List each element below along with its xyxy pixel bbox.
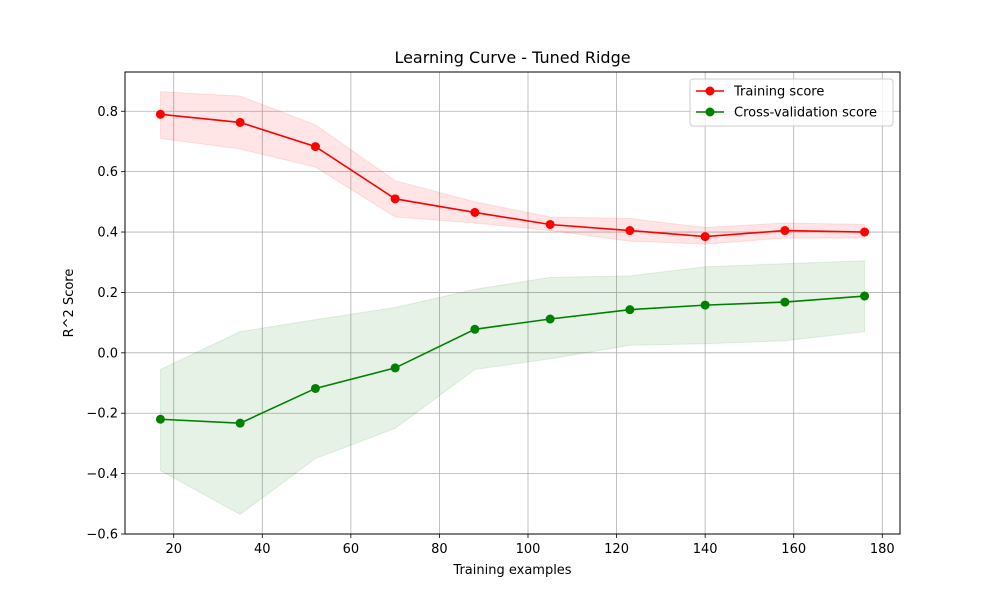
- y-tick-label: −0.4: [86, 467, 118, 482]
- series-0-point: [625, 226, 635, 236]
- y-tick-label: 0.2: [97, 286, 118, 301]
- series-1-point: [470, 324, 480, 334]
- chart-title: Learning Curve - Tuned Ridge: [394, 48, 630, 67]
- band-layer: [159, 91, 866, 515]
- series-1-point: [155, 414, 165, 424]
- x-axis-label: Training examples: [452, 563, 571, 578]
- series-0-point: [780, 226, 790, 236]
- y-tick-label: −0.6: [86, 528, 118, 543]
- series-1-point: [625, 305, 635, 315]
- legend-box: [689, 78, 894, 127]
- legend: Training score Cross-validation score: [689, 78, 894, 127]
- series-1-point: [390, 363, 400, 373]
- line-layer: [155, 109, 870, 428]
- plot-frame: [124, 71, 901, 535]
- series-0-point: [545, 219, 555, 229]
- x-tick-label: 20: [165, 542, 182, 557]
- x-tick-label: 80: [431, 542, 448, 557]
- series-0-point: [235, 117, 245, 127]
- series-1-line: [160, 295, 865, 424]
- series-1-point: [545, 314, 555, 324]
- series-1-point: [700, 300, 710, 310]
- x-tick-label: 40: [254, 542, 271, 557]
- x-tick-label: 60: [343, 542, 360, 557]
- legend-label-1: Cross-validation score: [734, 106, 877, 121]
- y-tick-label: 0.6: [97, 165, 118, 180]
- grid-layer: [125, 72, 900, 535]
- series-0-line: [160, 113, 865, 238]
- y-axis-label: R^2 Score: [62, 269, 77, 338]
- series-0-point: [470, 207, 480, 217]
- series-1-point: [860, 291, 870, 301]
- legend-label-0: Training score: [733, 85, 824, 100]
- x-tick-label: 100: [516, 542, 541, 557]
- y-tick-label: 0.8: [97, 105, 118, 120]
- x-tick-label: 120: [604, 542, 629, 557]
- series-1-point: [780, 297, 790, 307]
- legend-items: Training score Cross-validation score: [696, 85, 877, 121]
- series-0-point: [310, 142, 320, 152]
- series-1-point: [310, 383, 320, 393]
- x-tick-label: 140: [693, 542, 718, 557]
- series-0-band: [159, 91, 866, 245]
- y-tick-label: 0.0: [97, 346, 118, 361]
- y-tick-label: −0.2: [86, 407, 118, 422]
- x-tick-label: 160: [781, 542, 806, 557]
- legend-marker-1: [705, 107, 715, 117]
- series-0-point: [860, 227, 870, 237]
- y-tick-label: 0.4: [97, 226, 118, 241]
- legend-marker-0: [705, 86, 715, 96]
- series-1-point: [235, 418, 245, 428]
- series-0-point: [155, 109, 165, 119]
- series-0-point: [390, 194, 400, 204]
- series-1-band: [159, 260, 866, 515]
- x-tick-label: 180: [870, 542, 895, 557]
- series-0-point: [700, 232, 710, 242]
- tick-layer: 20 40 60 80 100 120 140 160 180 −0.6 −0.4 −0.2 0.0 0.…: [86, 105, 894, 557]
